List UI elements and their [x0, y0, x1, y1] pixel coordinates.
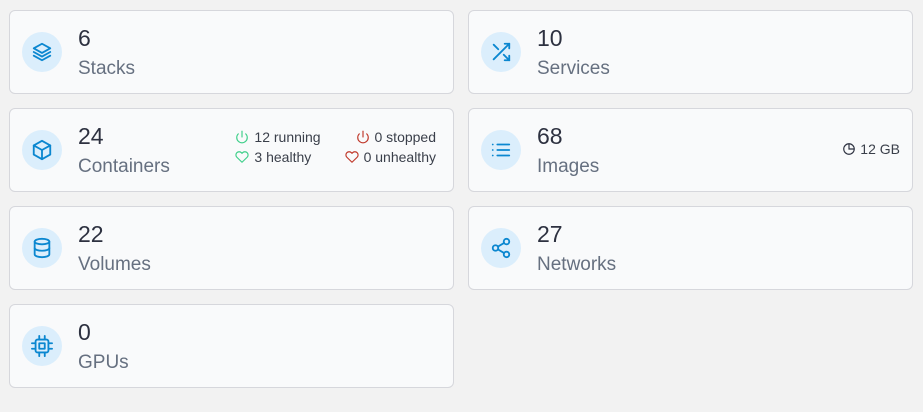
services-label: Services — [537, 58, 610, 79]
images-size: 12 GB — [842, 141, 900, 157]
gpus-label: GPUs — [78, 352, 129, 373]
images-count: 68 — [537, 123, 563, 149]
stacks-label: Stacks — [78, 58, 136, 79]
database-icon — [22, 228, 62, 268]
healthy-stat: 3 healthy — [235, 149, 320, 165]
gpus-card[interactable]: 0 GPUs — [9, 304, 454, 388]
share-icon — [481, 228, 521, 268]
box-icon — [22, 130, 62, 170]
networks-count: 27 — [537, 221, 563, 247]
services-card[interactable]: 10 Services — [468, 10, 913, 94]
power-icon — [236, 130, 249, 144]
volumes-label: Volumes — [78, 254, 151, 275]
images-label: Images — [537, 156, 600, 177]
unhealthy-stat: 0 unhealthy — [344, 149, 436, 165]
volumes-count: 22 — [78, 221, 104, 247]
heart-icon — [235, 151, 250, 163]
containers-card[interactable]: 24 Containers 12 running 0 stopped 3 hea… — [9, 108, 454, 192]
networks-card[interactable]: 27 Networks — [468, 206, 913, 290]
images-card[interactable]: 68 Images 12 GB — [468, 108, 913, 192]
containers-count: 24 — [78, 123, 104, 149]
running-stat: 12 running — [235, 129, 321, 145]
containers-stats: 12 running 0 stopped 3 healthy 0 unhealt… — [235, 129, 436, 165]
shuffle-icon — [481, 32, 521, 72]
cpu-icon — [22, 326, 62, 366]
containers-label: Containers — [78, 156, 170, 177]
power-icon — [356, 130, 369, 144]
stacks-count: 6 — [78, 25, 91, 51]
services-count: 10 — [537, 25, 563, 51]
gpus-count: 0 — [78, 319, 91, 345]
heart-icon — [344, 151, 359, 163]
volumes-card[interactable]: 22 Volumes — [9, 206, 454, 290]
stopped-stat: 0 stopped — [345, 129, 436, 145]
networks-label: Networks — [537, 254, 617, 275]
pie-chart-icon — [843, 143, 856, 155]
list-icon — [481, 130, 521, 170]
layers-icon — [22, 32, 62, 72]
stacks-card[interactable]: 6 Stacks — [9, 10, 454, 94]
